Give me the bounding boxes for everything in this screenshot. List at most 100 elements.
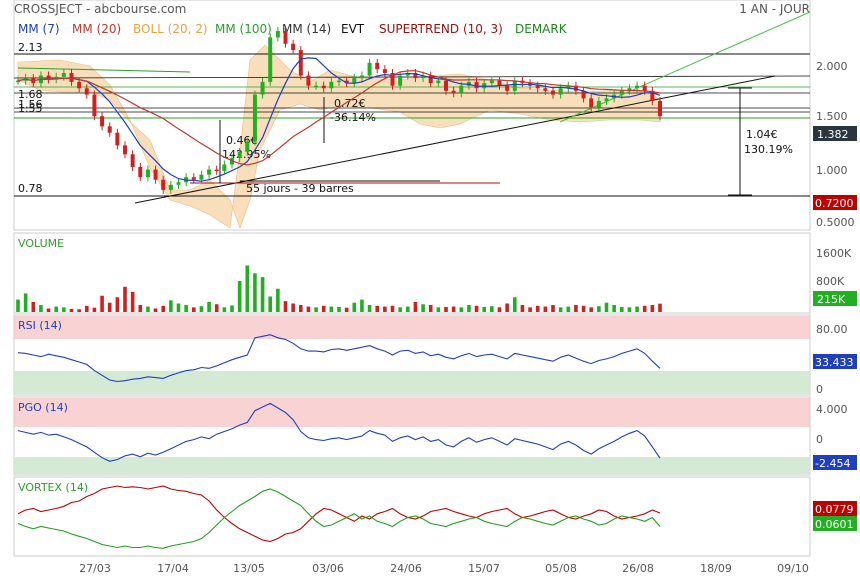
candle-body xyxy=(115,132,120,146)
candle-body xyxy=(444,80,448,91)
volume-bar xyxy=(375,305,380,312)
label-1-55: 1.55 xyxy=(18,102,43,115)
candle-body xyxy=(306,75,311,86)
pgo-line xyxy=(17,402,661,462)
candle-body xyxy=(329,81,334,89)
label-measure-down-pct: -36.14% xyxy=(330,111,376,124)
volume-bar xyxy=(528,307,532,312)
candle-body xyxy=(291,43,296,51)
vortex-lines-group xyxy=(17,485,661,549)
candle-body xyxy=(275,31,280,38)
candle-body xyxy=(16,80,20,83)
volume-bar xyxy=(268,296,273,312)
volume-title: VOLUME xyxy=(18,237,64,250)
candle-body xyxy=(168,184,173,190)
candle-body xyxy=(46,75,51,80)
candle-body xyxy=(474,81,479,89)
vortex-minus-line xyxy=(17,488,661,549)
volume-bar xyxy=(589,307,594,312)
legend-evt: EVT xyxy=(341,22,365,36)
volume-bar xyxy=(283,301,288,312)
volume-bar xyxy=(574,305,578,312)
candle-body xyxy=(123,145,127,155)
vortex-title: VORTEX (14) xyxy=(18,481,88,494)
candle-body xyxy=(635,85,640,89)
rsi-line xyxy=(17,334,661,383)
pgo-last: -2.454 xyxy=(815,457,850,470)
label-measure-down-eur: 0.72€ xyxy=(334,97,366,110)
volume-bar xyxy=(39,305,43,312)
volume-bar xyxy=(237,281,242,312)
volume-bar xyxy=(604,302,609,312)
support-value: 0.7200 xyxy=(815,197,854,210)
volume-bar xyxy=(459,307,464,312)
rsi-badge xyxy=(813,354,857,369)
vortex-last-red: 0.0779 xyxy=(815,503,854,516)
candle-body xyxy=(505,85,510,91)
pgo-line-group xyxy=(17,402,661,462)
volume-bar xyxy=(298,305,303,312)
candle-body xyxy=(69,72,74,82)
candle-body xyxy=(214,169,219,172)
candle-body xyxy=(222,164,227,171)
candle-body xyxy=(321,85,326,89)
volume-bar xyxy=(505,303,509,312)
candle-body xyxy=(252,94,257,142)
volume-bar xyxy=(77,309,81,312)
x-tick: 26/08 xyxy=(622,562,654,575)
volume-bar xyxy=(329,306,334,312)
volume-bar xyxy=(46,308,51,312)
volume-bar xyxy=(84,305,89,312)
pgo-badge xyxy=(813,455,857,470)
volume-bar xyxy=(321,305,326,312)
x-axis: 27/03 17/04 13/05 03/06 24/06 15/07 05/0… xyxy=(79,562,809,575)
x-tick: 03/06 xyxy=(312,562,344,575)
volume-bar xyxy=(558,307,563,312)
volume-bar xyxy=(597,306,601,312)
candle-body xyxy=(344,80,349,84)
volume-bar xyxy=(260,277,265,312)
trendline-support xyxy=(134,75,776,204)
vortex-last-green: 0.0601 xyxy=(815,518,854,531)
candle-body xyxy=(497,80,502,86)
volume-tick-800: 800K xyxy=(816,275,845,288)
legend-supertrend: SUPERTREND (10, 3) xyxy=(379,22,503,36)
volume-bar xyxy=(62,307,66,312)
volume-bar xyxy=(352,302,357,312)
x-tick: 24/06 xyxy=(390,562,422,575)
mm100-declining xyxy=(17,67,191,73)
volume-bar xyxy=(474,305,479,312)
candle-body xyxy=(512,80,517,91)
rsi-oversold-zone xyxy=(14,371,810,394)
volume-bar xyxy=(512,297,517,312)
candle-body xyxy=(451,90,456,94)
volume-bar xyxy=(413,301,418,312)
x-tick: 18/09 xyxy=(700,562,732,575)
rsi-line-group xyxy=(17,334,661,383)
volume-bar xyxy=(191,307,196,312)
candle-body xyxy=(466,81,471,86)
pgo-tick-4: 4.000 xyxy=(816,403,848,416)
volume-bar xyxy=(314,307,318,312)
label-measure-right-eur: 1.04€ xyxy=(746,128,778,141)
candle-body xyxy=(489,80,494,84)
volume-bar xyxy=(169,300,173,312)
volume-bar xyxy=(635,306,639,312)
candle-body xyxy=(535,85,540,89)
candle-body xyxy=(558,88,563,95)
volume-bar xyxy=(520,305,525,312)
rsi-title: RSI (14) xyxy=(18,319,62,332)
label-1-56: 1.56 xyxy=(18,98,43,111)
volume-bars-group xyxy=(16,265,662,312)
candle-body xyxy=(54,76,59,80)
candle-body xyxy=(283,31,288,44)
volume-bar xyxy=(207,301,211,312)
candle-body xyxy=(413,72,418,79)
last-price-badge xyxy=(813,126,857,141)
x-tick: 17/04 xyxy=(157,562,189,575)
volume-bar xyxy=(543,306,548,312)
candle-body xyxy=(337,80,341,83)
x-tick: 13/05 xyxy=(233,562,265,575)
level-upper xyxy=(13,75,811,79)
volume-bar xyxy=(92,307,97,312)
